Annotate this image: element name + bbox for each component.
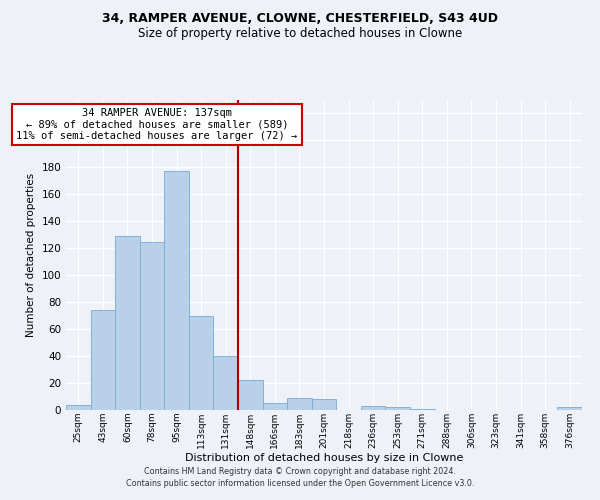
- Bar: [164, 172, 189, 410]
- Bar: [238, 380, 263, 410]
- Bar: [287, 398, 312, 410]
- Bar: [189, 316, 214, 410]
- Text: 34 RAMPER AVENUE: 137sqm
← 89% of detached houses are smaller (589)
11% of semi-: 34 RAMPER AVENUE: 137sqm ← 89% of detach…: [16, 108, 298, 142]
- Bar: [385, 408, 410, 410]
- Bar: [361, 406, 385, 410]
- Text: 34, RAMPER AVENUE, CLOWNE, CHESTERFIELD, S43 4UD: 34, RAMPER AVENUE, CLOWNE, CHESTERFIELD,…: [102, 12, 498, 26]
- Bar: [312, 399, 336, 410]
- Bar: [140, 242, 164, 410]
- Text: Contains public sector information licensed under the Open Government Licence v3: Contains public sector information licen…: [126, 479, 474, 488]
- Y-axis label: Number of detached properties: Number of detached properties: [26, 173, 36, 337]
- Text: Contains HM Land Registry data © Crown copyright and database right 2024.: Contains HM Land Registry data © Crown c…: [144, 467, 456, 476]
- Bar: [410, 408, 434, 410]
- Bar: [66, 404, 91, 410]
- X-axis label: Distribution of detached houses by size in Clowne: Distribution of detached houses by size …: [185, 454, 463, 464]
- Bar: [115, 236, 140, 410]
- Bar: [557, 408, 582, 410]
- Bar: [263, 404, 287, 410]
- Bar: [214, 356, 238, 410]
- Bar: [91, 310, 115, 410]
- Text: Size of property relative to detached houses in Clowne: Size of property relative to detached ho…: [138, 28, 462, 40]
